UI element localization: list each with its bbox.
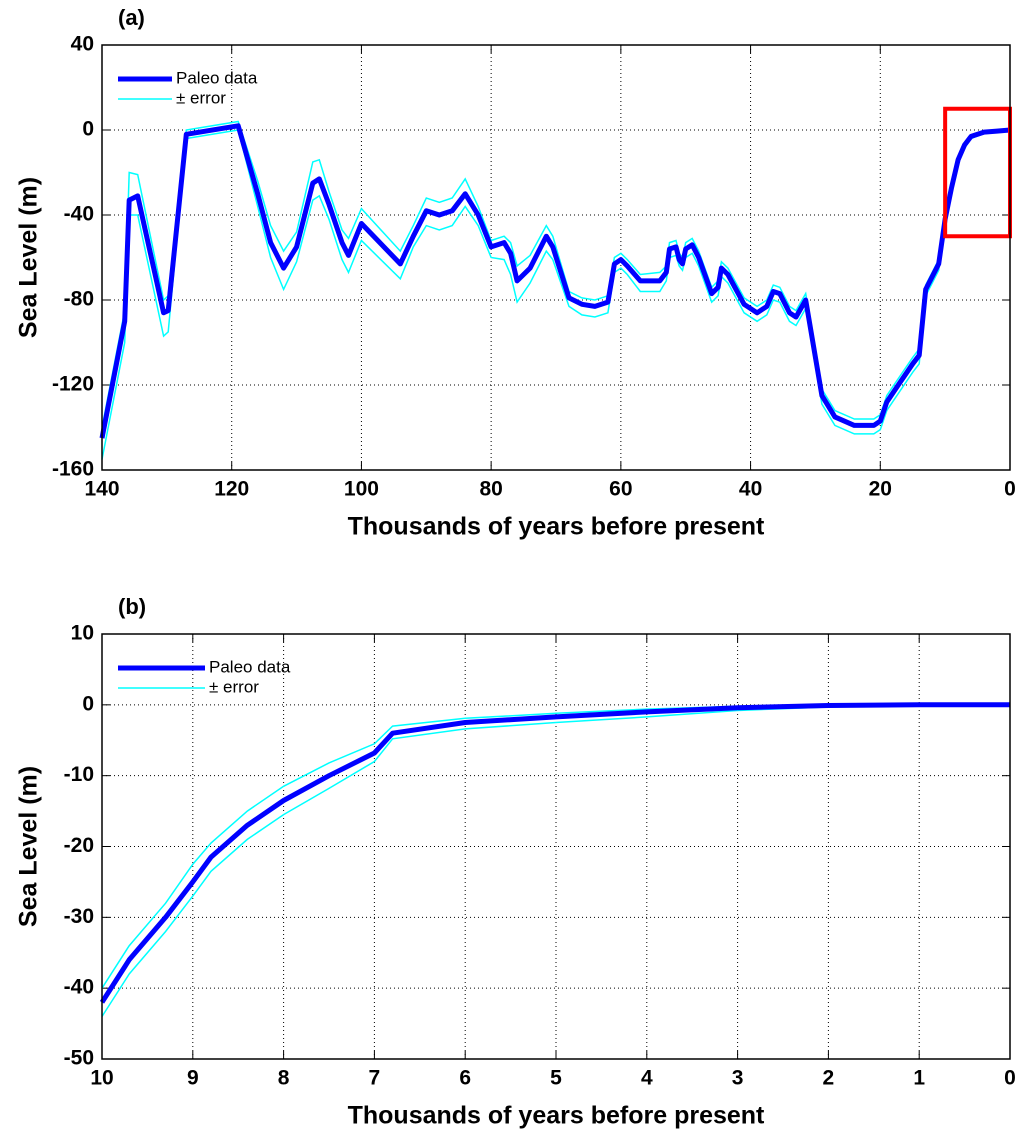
y-tick-label: 0	[82, 692, 94, 715]
x-tick-label: 2	[823, 1067, 835, 1090]
legend-label: Paleo data	[209, 657, 291, 676]
x-tick-label: 10	[90, 1067, 113, 1090]
x-tick-label: 100	[344, 478, 379, 501]
x-tick-label: 140	[84, 478, 119, 501]
y-tick-label: -120	[52, 373, 94, 396]
data-line	[99, 702, 1010, 1004]
x-tick-label: 60	[609, 478, 632, 501]
y-tick-label: -30	[64, 905, 94, 928]
chart-title: (b)	[118, 594, 146, 619]
y-tick-label: -40	[64, 976, 94, 999]
axes-frame	[101, 633, 1011, 1060]
x-tick-label: 40	[739, 478, 762, 501]
y-tick-label: -80	[64, 288, 94, 311]
legend-label: Paleo data	[176, 68, 258, 87]
x-tick-label: 80	[479, 478, 502, 501]
x-tick-label: 120	[214, 478, 249, 501]
x-axis-label: Thousands of years before present	[348, 513, 765, 541]
x-tick-label: 3	[732, 1067, 744, 1090]
error-line	[101, 704, 1010, 1017]
x-tick-label: 4	[641, 1067, 653, 1090]
x-tick-label: 20	[869, 478, 892, 501]
chart-title: (a)	[118, 5, 145, 30]
y-tick-label: -160	[52, 458, 94, 481]
x-axis-label: Thousands of years before present	[348, 1102, 765, 1130]
data-line	[99, 123, 1011, 439]
error-line	[101, 120, 1011, 428]
x-tick-label: 5	[550, 1067, 562, 1090]
x-tick-label: 8	[278, 1067, 290, 1090]
y-axis-label: Sea Level (m)	[15, 766, 43, 927]
y-tick-label: -20	[64, 834, 94, 857]
legend-label: ± error	[176, 88, 226, 107]
y-axis-label: Sea Level (m)	[15, 177, 43, 338]
y-tick-label: -40	[64, 203, 94, 226]
y-tick-label: 0	[82, 118, 94, 141]
x-tick-label: 7	[369, 1067, 381, 1090]
x-tick-label: 0	[1004, 478, 1016, 501]
y-tick-label: -10	[64, 763, 94, 786]
x-tick-label: 0	[1004, 1067, 1016, 1090]
y-tick-label: 10	[71, 622, 94, 645]
error-line	[101, 129, 1011, 460]
x-tick-label: 6	[459, 1067, 471, 1090]
y-tick-label: -50	[64, 1047, 94, 1070]
y-tick-label: 40	[71, 33, 94, 56]
legend-label: ± error	[209, 677, 259, 696]
axes-frame	[101, 44, 1011, 471]
x-tick-label: 1	[913, 1067, 925, 1090]
x-tick-label: 9	[187, 1067, 199, 1090]
